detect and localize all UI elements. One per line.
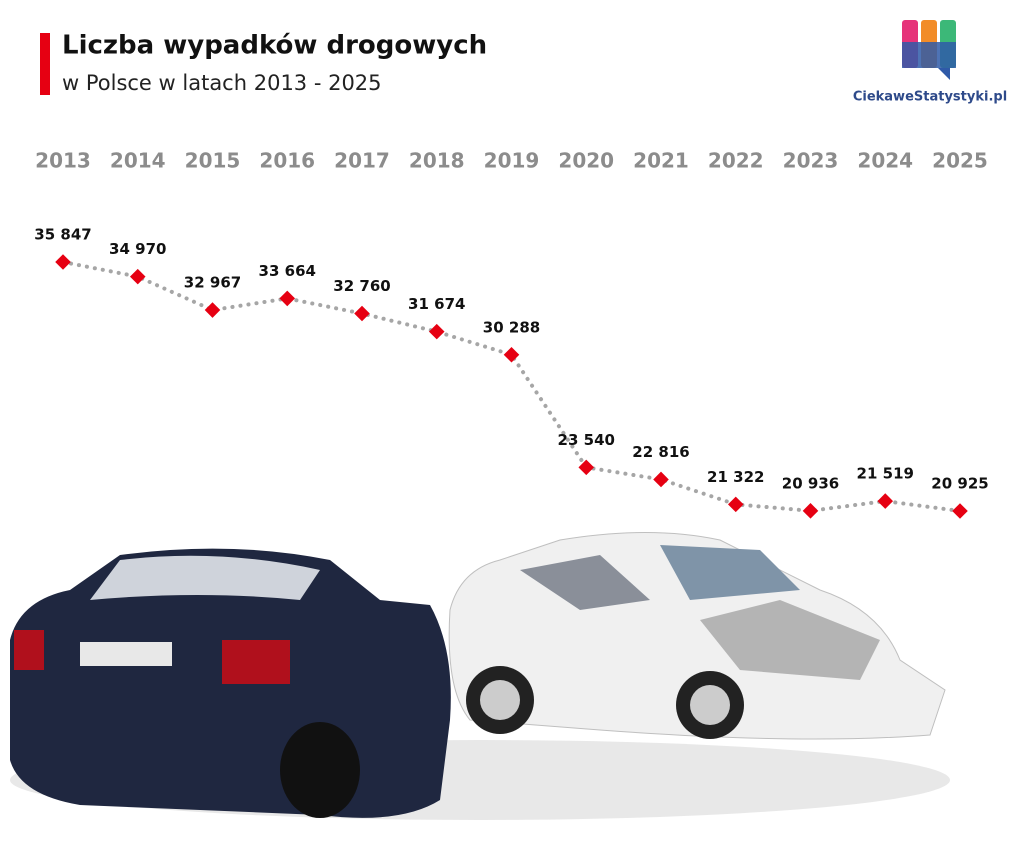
data-label: 34 970 [109, 240, 166, 258]
x-tick-label: 2018 [409, 149, 465, 173]
data-point [129, 268, 146, 285]
data-label: 32 967 [184, 274, 241, 292]
source-label: CiekaweStatystyki.pl [853, 90, 1007, 105]
data-label: 20 936 [782, 474, 839, 492]
chart-title: Liczba wypadków drogowych [62, 31, 487, 61]
x-tick-label: 2022 [708, 149, 764, 173]
x-tick-label: 2019 [484, 149, 540, 173]
x-tick-label: 2013 [35, 149, 91, 173]
x-tick-label: 2015 [185, 149, 241, 173]
x-tick-label: 2021 [633, 149, 689, 173]
x-tick-label: 2016 [259, 149, 315, 173]
x-tick-label: 2025 [932, 149, 988, 173]
logo [902, 20, 956, 80]
title-accent [40, 33, 50, 95]
data-label: 21 519 [857, 465, 914, 483]
data-label: 22 816 [632, 443, 689, 461]
data-label: 33 664 [259, 262, 316, 280]
data-label: 30 288 [483, 318, 540, 336]
data-label: 31 674 [408, 295, 465, 313]
x-tick-label: 2014 [110, 149, 166, 173]
cars-illustration [10, 532, 950, 820]
x-tick-label: 2024 [857, 149, 913, 173]
data-label: 20 925 [931, 475, 988, 493]
x-tick-label: 2020 [558, 149, 614, 173]
data-label: 35 847 [34, 226, 91, 244]
x-tick-label: 2017 [334, 149, 390, 173]
data-label: 23 540 [558, 431, 615, 449]
data-point [204, 302, 221, 318]
data-label: 32 760 [333, 277, 390, 295]
x-tick-label: 2023 [783, 149, 839, 173]
chart-subtitle: w Polsce w latach 2013 - 2025 [62, 71, 382, 95]
data-label: 21 322 [707, 468, 764, 486]
